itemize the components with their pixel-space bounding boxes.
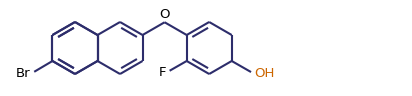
Text: OH: OH <box>254 67 274 80</box>
Text: O: O <box>159 8 170 21</box>
Text: F: F <box>159 66 166 79</box>
Text: Br: Br <box>16 67 30 80</box>
